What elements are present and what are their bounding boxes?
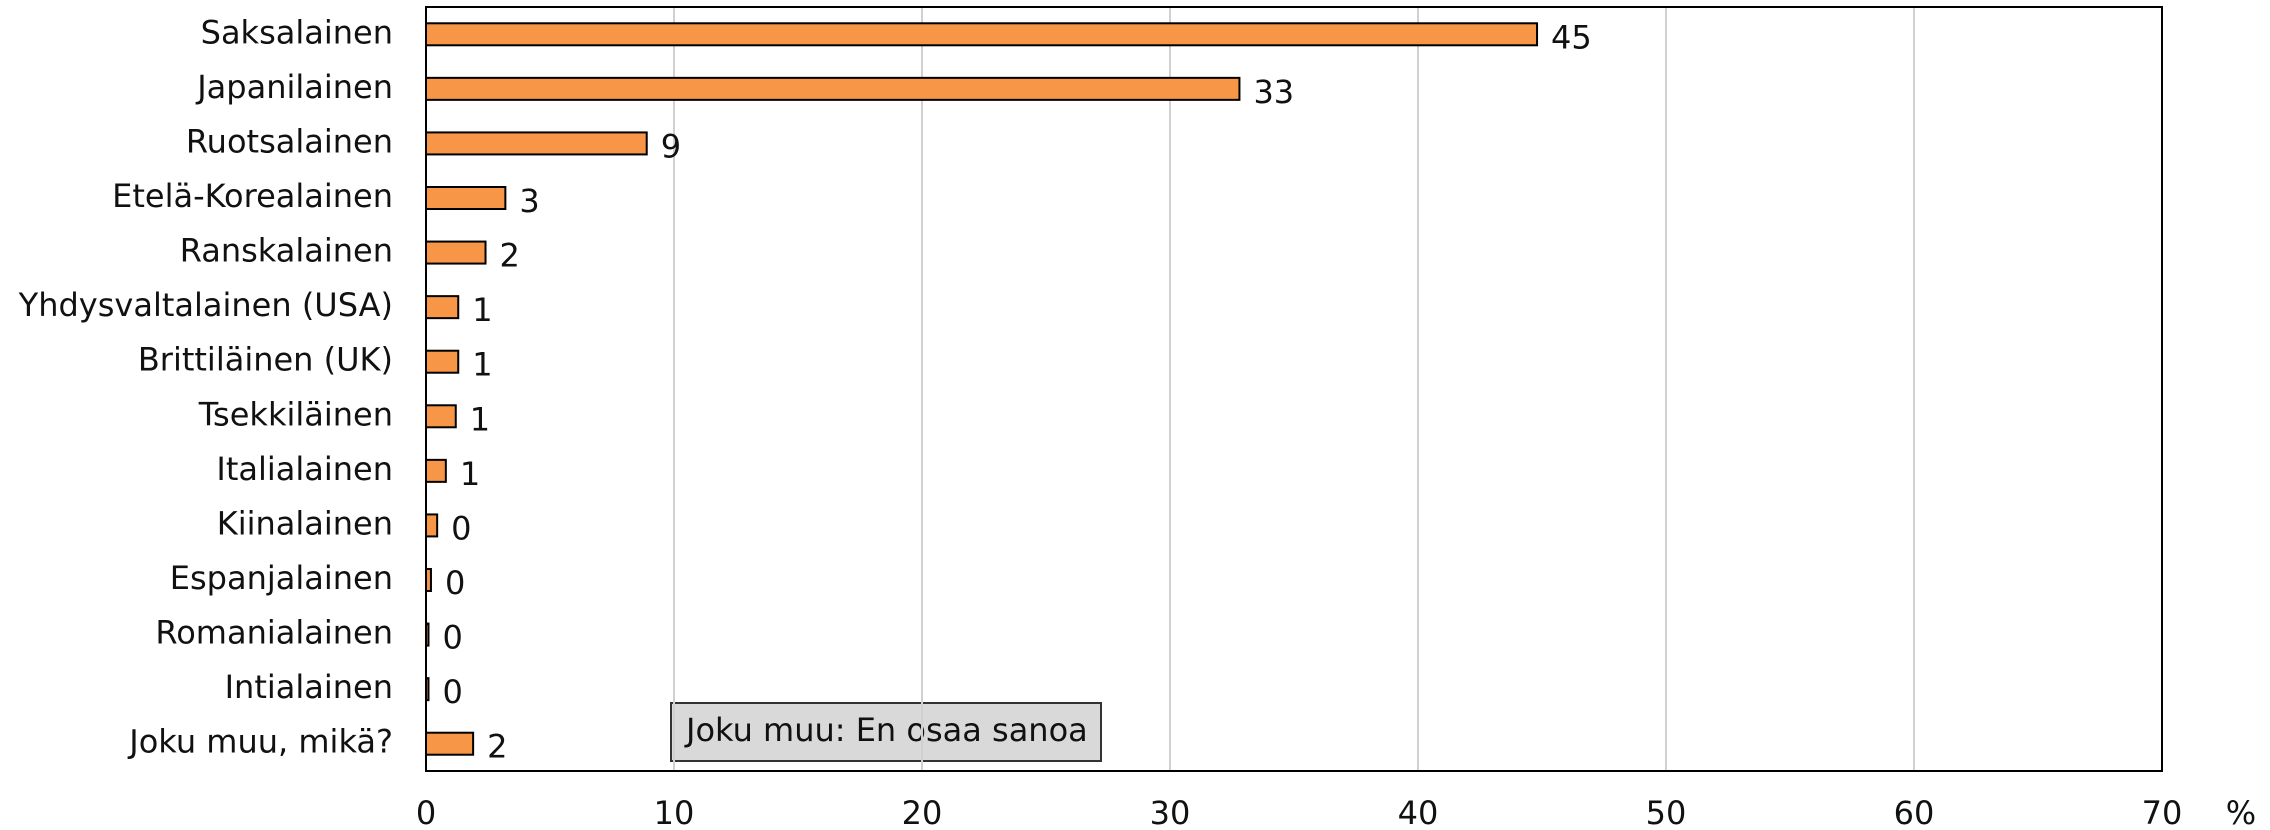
y-tick-label: Intialainen [225, 668, 393, 706]
data-label: 0 [442, 619, 462, 657]
bar [425, 295, 460, 320]
bar [425, 22, 1539, 47]
bar [425, 677, 430, 702]
bar [425, 349, 460, 374]
x-tick-label: 40 [1398, 794, 1439, 830]
annotation-box [670, 702, 1102, 762]
y-tick-label: Espanjalainen [170, 559, 393, 597]
x-tick-label: 0 [416, 794, 436, 830]
y-tick-label: Italialainen [216, 450, 393, 488]
y-tick-label: Japanilainen [195, 68, 393, 106]
data-label: 3 [519, 182, 539, 220]
bar [425, 131, 648, 156]
x-tick-label: 60 [1894, 794, 1935, 830]
data-label: 1 [470, 400, 490, 438]
x-tick-label: 10 [654, 794, 695, 830]
y-tick-label: Tsekkiläinen [198, 395, 393, 433]
bar [425, 731, 475, 756]
data-label: 2 [487, 728, 507, 766]
y-tick-label: Joku muu, mikä? [127, 723, 393, 761]
x-tick-label: 30 [1150, 794, 1191, 830]
data-label: 33 [1253, 73, 1294, 111]
y-tick-label: Romanialainen [155, 614, 393, 652]
y-tick-label: Saksalainen [201, 13, 393, 51]
data-label: 2 [500, 237, 520, 275]
y-tick-label: Ranskalainen [180, 232, 393, 270]
x-tick-label: 20 [902, 794, 943, 830]
y-tick-label: Ruotsalainen [186, 122, 393, 160]
plot-border [425, 6, 2163, 772]
y-tick-label: Kiinalainen [217, 504, 393, 542]
bar [425, 458, 447, 483]
data-label: 1 [472, 346, 492, 384]
data-label: 0 [445, 564, 465, 602]
data-label: 9 [661, 127, 681, 165]
data-label: 1 [460, 455, 480, 493]
y-tick-label: Brittiläinen (UK) [138, 341, 393, 379]
bar [425, 622, 430, 647]
data-label: 0 [451, 509, 471, 547]
data-label: 0 [442, 673, 462, 711]
x-axis-unit: % [2226, 794, 2256, 830]
y-tick-label: Etelä-Korealainen [112, 177, 393, 215]
bar [425, 404, 457, 429]
bar [425, 568, 432, 592]
data-label: 1 [472, 291, 492, 329]
data-label: 45 [1551, 18, 1592, 56]
bar [425, 186, 507, 210]
y-tick-label: Yhdysvaltalainen (USA) [18, 286, 393, 324]
x-tick-label: 70 [2142, 794, 2183, 830]
bar [425, 240, 487, 265]
bar [425, 76, 1241, 101]
annotation: Joku muu: En osaa sanoa [684, 711, 1088, 749]
x-tick-label: 50 [1646, 794, 1687, 830]
bar [425, 513, 439, 538]
